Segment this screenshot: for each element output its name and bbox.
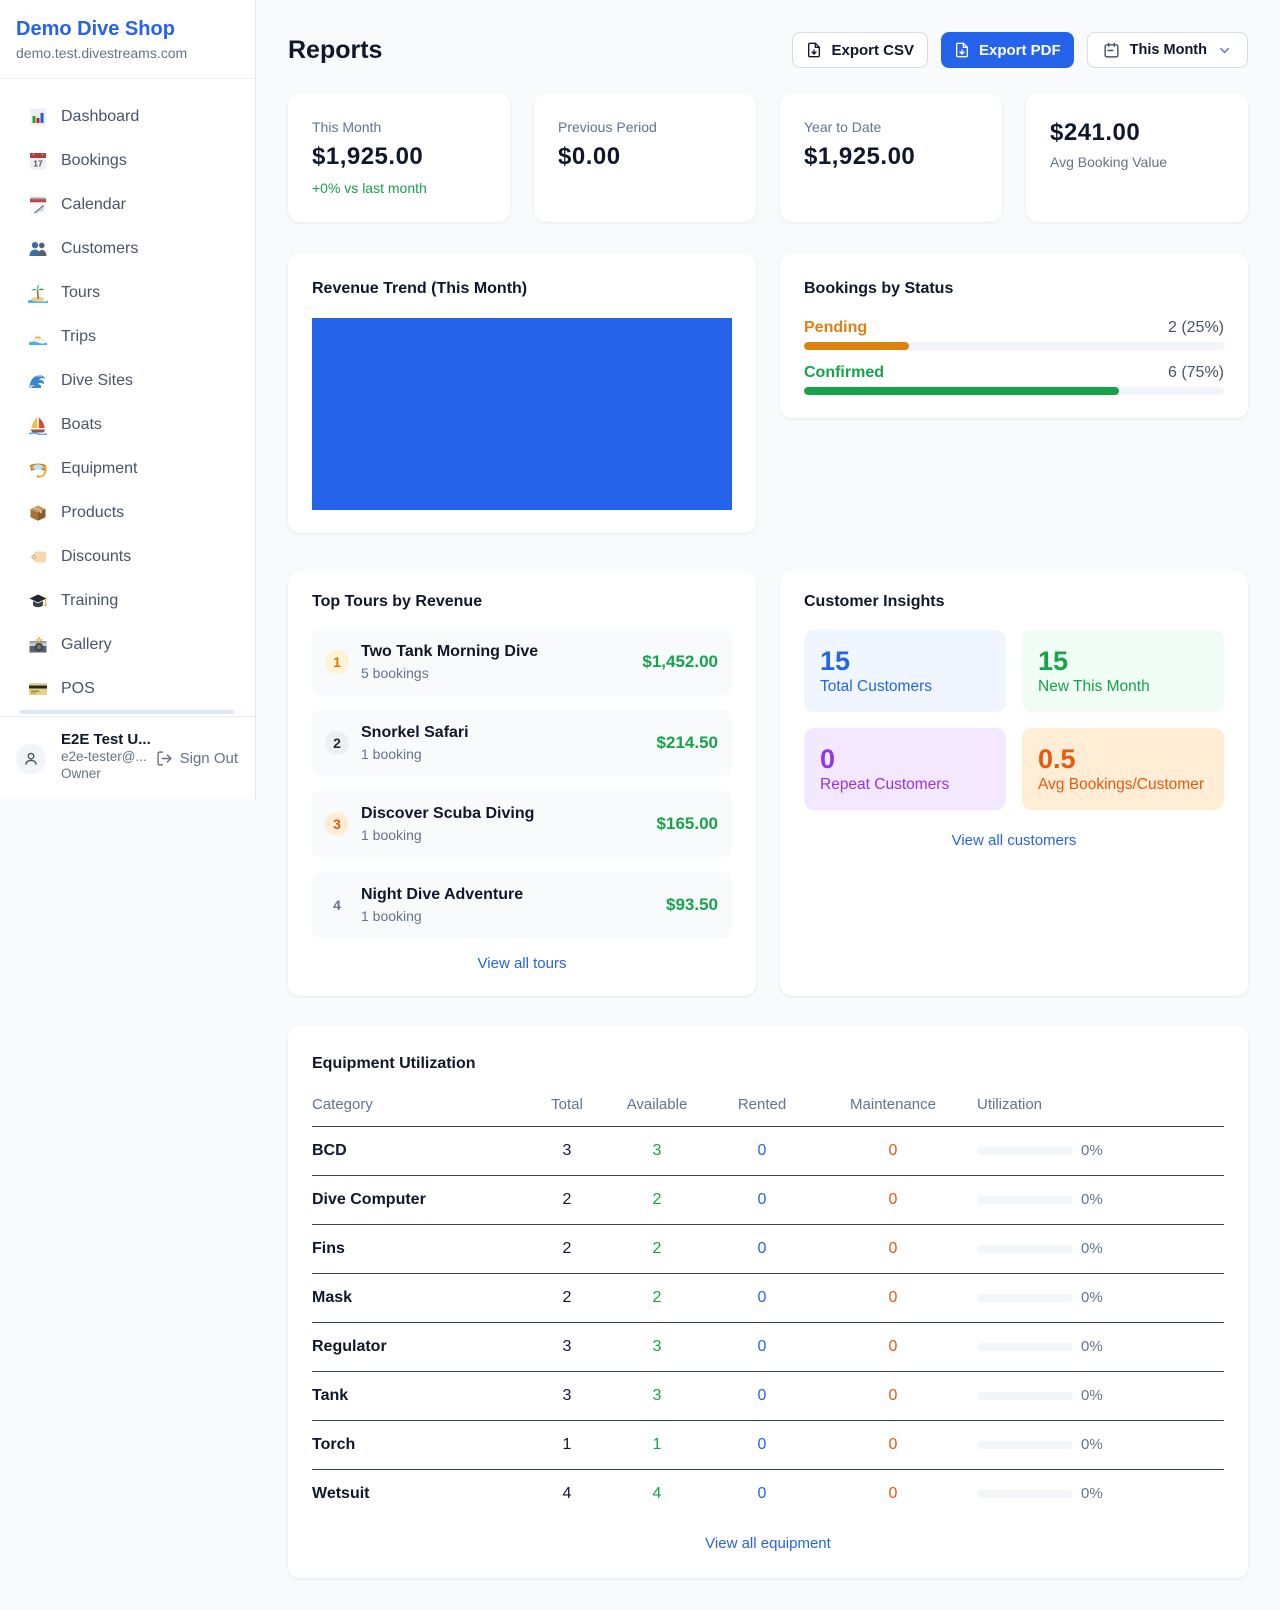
svg-text:17: 17 <box>33 159 43 169</box>
